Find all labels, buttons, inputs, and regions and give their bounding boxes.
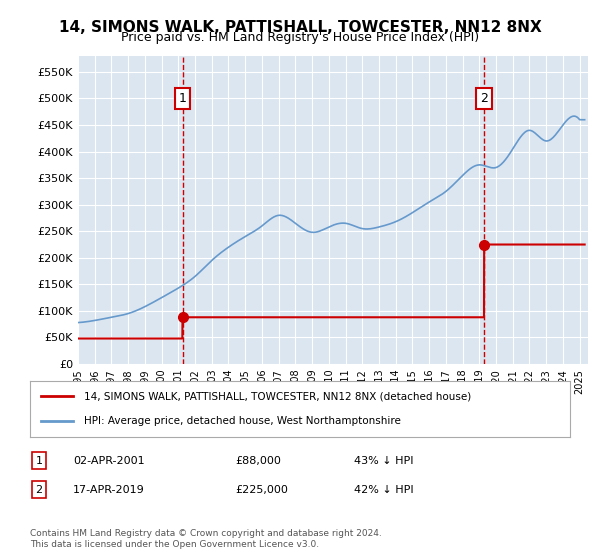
Text: 17-APR-2019: 17-APR-2019 xyxy=(73,485,145,494)
Text: 43% ↓ HPI: 43% ↓ HPI xyxy=(354,456,413,465)
Text: HPI: Average price, detached house, West Northamptonshire: HPI: Average price, detached house, West… xyxy=(84,416,401,426)
Text: 42% ↓ HPI: 42% ↓ HPI xyxy=(354,485,413,494)
Text: £88,000: £88,000 xyxy=(235,456,281,465)
Text: 1: 1 xyxy=(179,92,187,105)
Text: Price paid vs. HM Land Registry's House Price Index (HPI): Price paid vs. HM Land Registry's House … xyxy=(121,31,479,44)
Text: £225,000: £225,000 xyxy=(235,485,288,494)
Text: 14, SIMONS WALK, PATTISHALL, TOWCESTER, NN12 8NX (detached house): 14, SIMONS WALK, PATTISHALL, TOWCESTER, … xyxy=(84,391,471,402)
Text: 2: 2 xyxy=(480,92,488,105)
Text: 2: 2 xyxy=(35,485,43,494)
Text: 1: 1 xyxy=(35,456,43,465)
Text: Contains HM Land Registry data © Crown copyright and database right 2024.
This d: Contains HM Land Registry data © Crown c… xyxy=(30,529,382,549)
Text: 14, SIMONS WALK, PATTISHALL, TOWCESTER, NN12 8NX: 14, SIMONS WALK, PATTISHALL, TOWCESTER, … xyxy=(59,20,541,35)
Text: 02-APR-2001: 02-APR-2001 xyxy=(73,456,145,465)
